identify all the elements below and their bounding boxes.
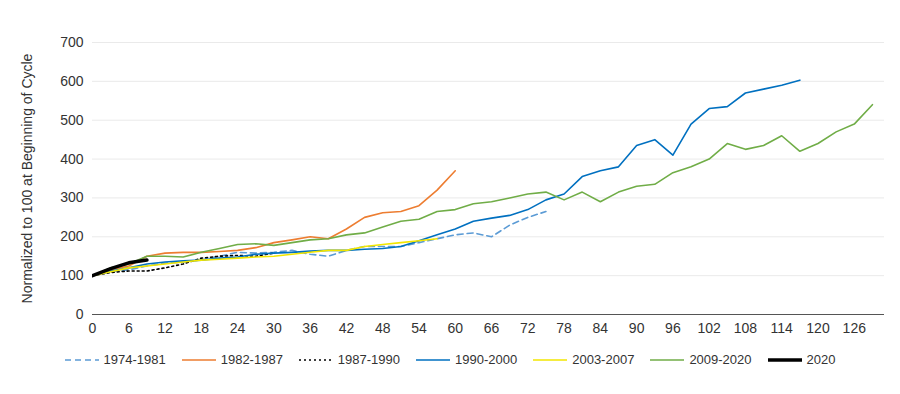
svg-text:Normalized to 100 at Beginning: Normalized to 100 at Beginning of Cycle (19, 53, 35, 303)
svg-text:700: 700 (60, 34, 84, 50)
svg-text:42: 42 (339, 320, 355, 336)
svg-text:200: 200 (60, 228, 84, 244)
svg-text:108: 108 (734, 320, 758, 336)
svg-text:126: 126 (843, 320, 867, 336)
svg-text:400: 400 (60, 151, 84, 167)
svg-text:18: 18 (194, 320, 210, 336)
svg-text:96: 96 (665, 320, 681, 336)
svg-text:600: 600 (60, 73, 84, 89)
html-text:2009-2020: 2009-2020 (689, 352, 752, 367)
svg-text:0: 0 (89, 320, 97, 336)
svg-text:0: 0 (76, 306, 84, 322)
svg-text:300: 300 (60, 189, 84, 205)
svg-text:48: 48 (375, 320, 391, 336)
html-text:1974-1981: 1974-1981 (103, 352, 166, 367)
svg-text:78: 78 (556, 320, 572, 336)
svg-text:100: 100 (60, 267, 84, 283)
svg-text:84: 84 (593, 320, 609, 336)
svg-text:90: 90 (629, 320, 645, 336)
svg-text:114: 114 (771, 320, 794, 336)
html-text:2020: 2020 (806, 352, 836, 367)
svg-text:102: 102 (697, 320, 721, 336)
svg-text:60: 60 (447, 320, 463, 336)
svg-text:24: 24 (230, 320, 246, 336)
svg-text:30: 30 (266, 320, 282, 336)
svg-text:12: 12 (157, 320, 173, 336)
html-text:1982-1987: 1982-1987 (220, 352, 283, 367)
svg-text:36: 36 (302, 320, 318, 336)
html-text:1987-1990: 1987-1990 (337, 352, 400, 367)
html-text:2003-2007: 2003-2007 (572, 352, 635, 367)
svg-text:6: 6 (125, 320, 133, 336)
svg-text:72: 72 (520, 320, 536, 336)
svg-text:66: 66 (484, 320, 500, 336)
svg-text:54: 54 (411, 320, 427, 336)
html-text:1990-2000: 1990-2000 (455, 352, 518, 367)
svg-text:500: 500 (60, 112, 84, 128)
svg-text:120: 120 (806, 320, 830, 336)
